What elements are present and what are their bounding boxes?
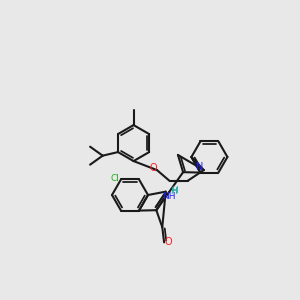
Text: O: O [164, 237, 172, 248]
Text: N: N [196, 162, 203, 172]
Text: Cl: Cl [111, 174, 119, 183]
Text: O: O [149, 163, 157, 173]
Text: NH: NH [162, 192, 175, 201]
Text: H: H [170, 187, 176, 196]
Text: H: H [171, 186, 178, 195]
